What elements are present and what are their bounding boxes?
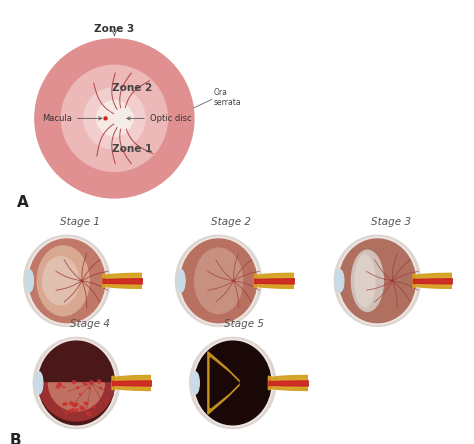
Circle shape — [70, 409, 73, 412]
Circle shape — [61, 65, 167, 171]
Circle shape — [100, 387, 101, 389]
Polygon shape — [413, 274, 460, 288]
Wedge shape — [38, 383, 115, 421]
Polygon shape — [268, 376, 316, 390]
Circle shape — [63, 386, 64, 388]
Circle shape — [89, 388, 90, 389]
Ellipse shape — [191, 372, 200, 394]
Ellipse shape — [351, 250, 383, 311]
Circle shape — [90, 381, 93, 384]
Ellipse shape — [177, 270, 185, 292]
Circle shape — [84, 402, 86, 404]
Ellipse shape — [27, 237, 107, 325]
Text: Zone 1: Zone 1 — [112, 144, 152, 154]
Polygon shape — [254, 274, 301, 288]
Text: Stage 3: Stage 3 — [371, 217, 411, 227]
Circle shape — [76, 409, 78, 411]
Ellipse shape — [334, 235, 420, 326]
Ellipse shape — [29, 239, 105, 323]
Ellipse shape — [33, 337, 119, 428]
Ellipse shape — [193, 339, 273, 427]
Ellipse shape — [43, 257, 79, 305]
Circle shape — [65, 412, 67, 414]
Circle shape — [80, 406, 83, 410]
Circle shape — [84, 383, 87, 385]
Circle shape — [73, 381, 75, 384]
Circle shape — [85, 402, 88, 405]
Ellipse shape — [355, 254, 375, 307]
Circle shape — [35, 39, 194, 198]
Ellipse shape — [38, 341, 115, 425]
Ellipse shape — [337, 237, 417, 325]
Ellipse shape — [190, 337, 276, 428]
Text: Stage 1: Stage 1 — [60, 217, 100, 227]
Circle shape — [72, 404, 74, 406]
Circle shape — [72, 408, 75, 412]
Circle shape — [87, 412, 91, 415]
Circle shape — [97, 101, 132, 136]
Circle shape — [83, 382, 84, 384]
Polygon shape — [208, 352, 239, 414]
Circle shape — [83, 408, 85, 409]
Ellipse shape — [37, 246, 89, 316]
Ellipse shape — [179, 237, 258, 325]
Text: Stage 2: Stage 2 — [211, 217, 251, 227]
Circle shape — [98, 111, 113, 126]
Polygon shape — [210, 358, 239, 408]
Circle shape — [113, 108, 134, 129]
Circle shape — [75, 403, 78, 406]
Circle shape — [104, 117, 107, 120]
Circle shape — [84, 88, 145, 149]
Ellipse shape — [36, 339, 116, 427]
Ellipse shape — [24, 235, 110, 326]
Ellipse shape — [35, 372, 43, 394]
Wedge shape — [48, 383, 104, 411]
Circle shape — [80, 393, 81, 395]
Ellipse shape — [26, 270, 34, 292]
Ellipse shape — [175, 235, 262, 326]
Ellipse shape — [339, 239, 416, 323]
Text: Stage 4: Stage 4 — [70, 319, 110, 329]
Text: A: A — [17, 195, 29, 210]
Text: Stage 5: Stage 5 — [224, 319, 264, 329]
Ellipse shape — [195, 341, 271, 425]
Text: Optic disc: Optic disc — [127, 114, 191, 123]
Circle shape — [58, 383, 60, 385]
Text: Zone 3: Zone 3 — [94, 24, 135, 34]
Circle shape — [70, 402, 73, 405]
Polygon shape — [112, 376, 159, 390]
Circle shape — [56, 385, 59, 388]
Polygon shape — [102, 274, 150, 288]
Text: Zone 2: Zone 2 — [112, 83, 152, 93]
Circle shape — [73, 403, 76, 407]
Text: B: B — [9, 433, 21, 444]
Ellipse shape — [336, 270, 344, 292]
Circle shape — [59, 384, 62, 386]
Ellipse shape — [195, 248, 243, 313]
Circle shape — [98, 380, 101, 383]
Circle shape — [77, 387, 79, 388]
Circle shape — [64, 403, 67, 405]
Circle shape — [93, 406, 95, 408]
Text: Ora
serrata: Ora serrata — [213, 88, 241, 107]
Ellipse shape — [181, 239, 257, 323]
Circle shape — [83, 408, 85, 410]
Circle shape — [63, 403, 65, 405]
Text: Macula: Macula — [42, 114, 102, 123]
